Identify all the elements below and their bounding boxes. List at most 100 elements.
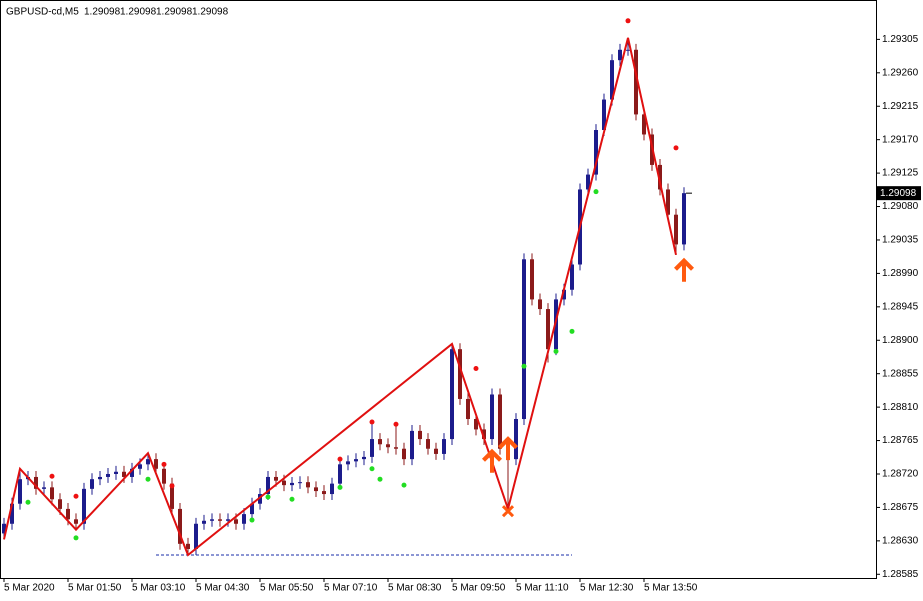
price-label: 1.29098 (880, 188, 917, 199)
candle-body (634, 49, 638, 115)
candle-body (402, 448, 406, 460)
candle-body (186, 543, 190, 550)
candle-body (274, 476, 278, 481)
signal-dot (369, 466, 375, 472)
x-tick-label: 5 Mar 01:50 (68, 583, 122, 594)
signal-dot (553, 348, 559, 354)
candle-body (82, 488, 86, 524)
cross-mark (501, 505, 515, 518)
candle-body (162, 468, 166, 484)
x-tick-label: 5 Mar 13:50 (644, 583, 698, 594)
signal-dot (377, 476, 383, 482)
candle-body (122, 471, 126, 477)
y-tick-label: 1.28585 (882, 569, 919, 580)
signal-dot (673, 145, 679, 151)
header-value: 1.29098 (120, 7, 157, 18)
candle-body (218, 519, 222, 521)
candle-body (498, 394, 502, 449)
candle-body (570, 264, 574, 290)
x-tick-label: 5 Mar 12:30 (580, 583, 634, 594)
signal-dot (369, 419, 375, 425)
candle-body (386, 444, 390, 448)
signal-dot (161, 461, 167, 467)
x-tick-label: 5 Mar 05:50 (260, 583, 314, 594)
candle-body (170, 483, 174, 509)
x-tick-label: 5 Mar 04:30 (196, 583, 250, 594)
signal-dot (249, 517, 255, 523)
y-tick-label: 1.28720 (882, 469, 919, 480)
candle-body (490, 394, 494, 440)
candle-body (666, 189, 670, 215)
candle-body (138, 464, 142, 469)
candle-body (362, 456, 366, 460)
y-tick-label: 1.29305 (882, 34, 919, 45)
zigzag-line (3, 37, 677, 557)
signal-dot (625, 18, 631, 24)
candle-body (378, 439, 382, 445)
x-tick-label: 5 Mar 09:50 (452, 583, 506, 594)
candle-body (210, 519, 214, 521)
candle-body (242, 514, 246, 524)
x-tick-label: 5 Mar 11:10 (516, 583, 569, 594)
candle-body (514, 419, 518, 460)
plot-frame (0, 0, 877, 579)
candle-body (42, 487, 46, 489)
signal-dot (169, 483, 175, 489)
candle-body (66, 508, 70, 520)
candle-body (90, 479, 94, 489)
signal-dot (521, 363, 527, 369)
signal-dot (593, 189, 599, 195)
candle-body (442, 439, 446, 454)
signal-dot (393, 421, 399, 427)
candle-body (258, 494, 262, 504)
candle-body (562, 289, 566, 300)
symbol: GBPUSD-cd,M5 (6, 7, 79, 18)
y-tick-label: 1.28675 (882, 502, 919, 513)
candle-body (482, 429, 486, 440)
header-value: 1.29098 (156, 7, 193, 18)
candle-body (146, 459, 150, 465)
y-tick-label: 1.28810 (882, 402, 919, 413)
candle-body (58, 499, 62, 509)
candle-body (458, 349, 462, 399)
candle-body (314, 487, 318, 492)
y-tick-label: 1.28990 (882, 268, 919, 279)
signal-dot (25, 499, 31, 505)
x-tick-label: 5 Mar 2020 (4, 583, 55, 594)
candle-body (330, 483, 334, 495)
y-tick-label: 1.28630 (882, 535, 919, 546)
candle-body (338, 464, 342, 484)
candle-body (10, 503, 14, 524)
signal-dot (401, 482, 407, 488)
candle-body (522, 259, 526, 420)
x-tick-label: 5 Mar 03:10 (132, 583, 186, 594)
candle-body (410, 430, 414, 460)
signal-dot (473, 365, 479, 371)
signal-dot (49, 473, 55, 479)
candle-body (546, 309, 550, 350)
candle-body (266, 476, 270, 495)
candle-body (282, 480, 286, 486)
candle-body (394, 447, 398, 449)
candle-body (322, 491, 326, 495)
candle-body (50, 487, 54, 500)
candle-body (2, 523, 6, 534)
y-tick-label: 1.29260 (882, 67, 919, 78)
y-tick-label: 1.29170 (882, 134, 919, 145)
candle-body (370, 439, 374, 457)
candle-body (474, 419, 478, 430)
up-arrow (498, 436, 518, 461)
signal-dot (337, 456, 343, 462)
candle-body (306, 482, 310, 488)
candle-body (594, 130, 598, 175)
candle-body (202, 520, 206, 524)
candle-body (106, 473, 110, 477)
y-tick-label: 1.28900 (882, 335, 919, 346)
candle-body (626, 49, 630, 51)
y-tick-label: 1.28945 (882, 301, 919, 312)
y-tick-label: 1.29215 (882, 101, 919, 112)
candle-body (538, 299, 542, 310)
candle-body (642, 114, 646, 135)
up-arrow (674, 257, 694, 282)
